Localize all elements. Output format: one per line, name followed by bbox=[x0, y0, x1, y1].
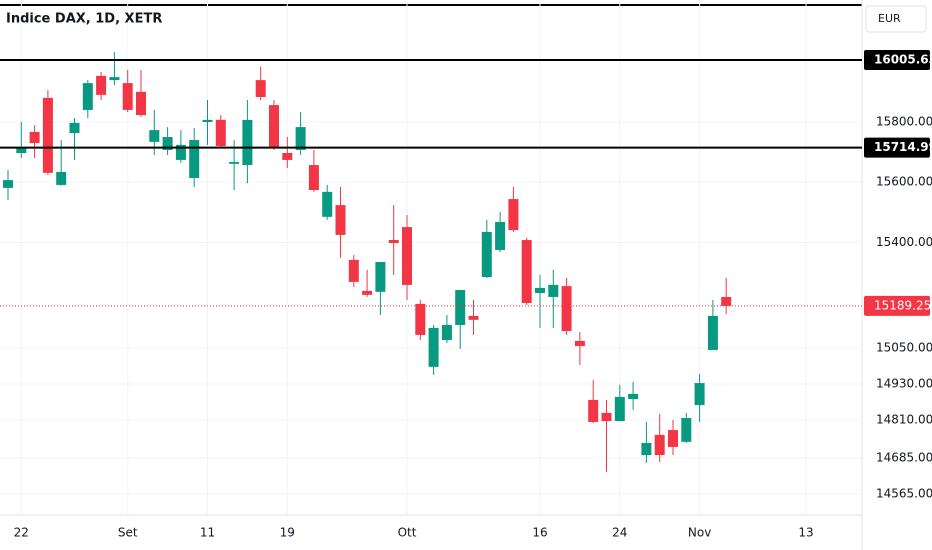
grid bbox=[0, 0, 862, 515]
candle-body bbox=[535, 287, 545, 294]
candle-body bbox=[162, 137, 173, 150]
candle-body bbox=[308, 165, 319, 191]
candle-body bbox=[322, 191, 333, 217]
x-tick-label: 24 bbox=[612, 526, 627, 540]
candle-body bbox=[189, 140, 200, 178]
candle-body bbox=[269, 105, 279, 148]
candle-body bbox=[56, 171, 67, 185]
candle-body bbox=[255, 80, 266, 97]
x-tick-label: 16 bbox=[532, 526, 547, 540]
candle-body bbox=[175, 144, 186, 160]
x-tick-label: Set bbox=[118, 526, 138, 540]
candle-body bbox=[335, 205, 346, 235]
x-tick-label: 13 bbox=[798, 526, 813, 540]
level-label-box bbox=[864, 137, 930, 158]
candle-body bbox=[481, 231, 492, 278]
candle-body bbox=[428, 327, 439, 367]
level-label: 15714.99 bbox=[874, 140, 932, 154]
y-tick-label: 14685.00 bbox=[876, 450, 932, 464]
y-tick-label: 14930.00 bbox=[876, 376, 932, 390]
candle-body bbox=[295, 127, 306, 150]
x-tick-label: 22 bbox=[14, 526, 29, 540]
candle-body bbox=[721, 296, 732, 306]
candle-body bbox=[521, 240, 532, 303]
candle-body bbox=[29, 131, 40, 144]
candle-body bbox=[149, 130, 160, 142]
candle-body bbox=[654, 434, 665, 456]
candle-body bbox=[588, 399, 599, 422]
candle-body bbox=[362, 290, 373, 295]
y-tick-label: 14565.00 bbox=[876, 486, 932, 500]
candle-body bbox=[601, 412, 612, 422]
level-label: 16005.63 bbox=[874, 53, 932, 67]
candle-body bbox=[42, 97, 53, 173]
y-tick-label: 15800.00 bbox=[876, 114, 932, 128]
candle-body bbox=[388, 240, 399, 244]
candle-body bbox=[82, 83, 93, 110]
candle-body bbox=[242, 119, 253, 166]
candle-body bbox=[229, 162, 240, 164]
candle-body bbox=[561, 286, 572, 331]
candle-body bbox=[402, 227, 412, 285]
currency-box[interactable] bbox=[865, 5, 927, 33]
candle-body bbox=[375, 262, 386, 292]
last-price-box bbox=[864, 295, 930, 316]
level-label-box bbox=[864, 50, 930, 71]
candle-body bbox=[215, 119, 226, 147]
candle-body bbox=[668, 430, 678, 447]
candle-body bbox=[441, 324, 452, 341]
candle-body bbox=[109, 77, 120, 81]
candle-body bbox=[694, 383, 705, 406]
candle-body bbox=[415, 303, 426, 335]
candle-body bbox=[641, 443, 652, 456]
candle-body bbox=[455, 290, 466, 325]
candle-body bbox=[136, 91, 146, 116]
candle-body bbox=[548, 284, 559, 297]
candle-body bbox=[628, 393, 639, 400]
y-tick-label: 15400.00 bbox=[876, 235, 932, 249]
candle-body bbox=[574, 340, 585, 347]
x-tick-label: 19 bbox=[280, 526, 295, 540]
x-tick-label: Ott bbox=[398, 526, 417, 540]
chart-title: Indice DAX, 1D, XETR bbox=[6, 12, 162, 27]
candle-body bbox=[282, 152, 293, 160]
candle-body bbox=[69, 122, 80, 134]
candle-body bbox=[96, 75, 107, 95]
candle-body bbox=[348, 259, 359, 282]
candle-body bbox=[495, 221, 506, 250]
x-tick-label: Nov bbox=[688, 526, 711, 540]
candle-body bbox=[202, 119, 213, 122]
last-price-label: 15189.25 bbox=[874, 298, 931, 312]
y-tick-label: 15050.00 bbox=[876, 340, 932, 354]
candle-body bbox=[707, 315, 718, 350]
candle-body bbox=[614, 396, 625, 422]
candle-body bbox=[468, 315, 479, 320]
candle-body bbox=[16, 147, 27, 153]
x-tick-label: 11 bbox=[200, 526, 215, 540]
currency[interactable]: EUR bbox=[878, 12, 901, 25]
candle-body bbox=[508, 199, 519, 231]
candle-body bbox=[3, 180, 13, 188]
candle-body bbox=[681, 418, 692, 442]
y-tick-label: 15600.00 bbox=[876, 175, 932, 189]
y-tick-label: 14810.00 bbox=[876, 413, 932, 427]
marks bbox=[3, 52, 732, 472]
candle-body bbox=[122, 83, 133, 110]
